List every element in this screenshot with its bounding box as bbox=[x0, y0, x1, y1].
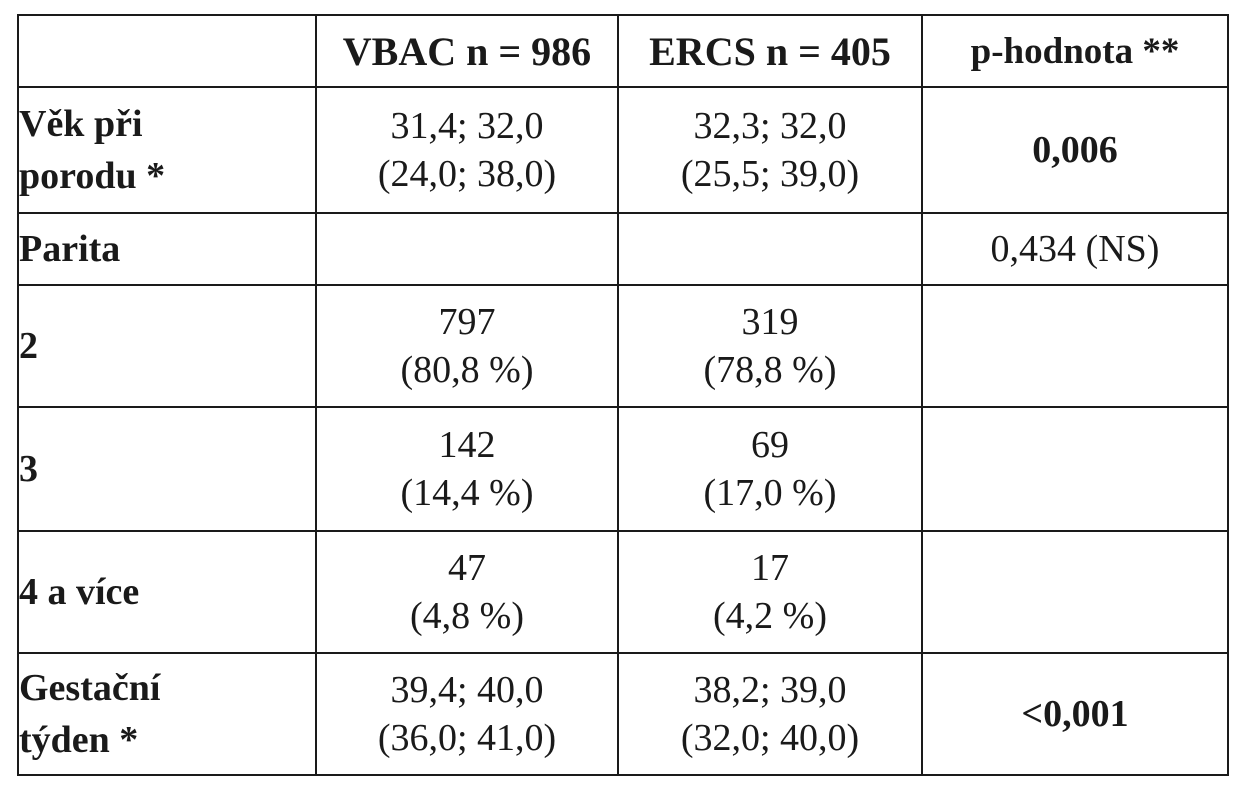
ercs-cell-parity-2: 319 (78,8 %) bbox=[617, 284, 923, 408]
row-label-line: týden * bbox=[19, 719, 139, 761]
cell-line: 797 bbox=[438, 301, 496, 343]
p-value-parity-2 bbox=[921, 284, 1229, 408]
cell-line: (80,8 %) bbox=[400, 349, 534, 391]
table-row-age: Věk při porodu * 31,4; 32,0 (24,0; 38,0)… bbox=[17, 86, 1229, 214]
p-value-gestational-week: <0,001 bbox=[921, 652, 1229, 776]
header-ercs: ERCS n = 405 bbox=[617, 14, 923, 88]
row-label-line: Gestační bbox=[19, 667, 161, 709]
header-empty-cell bbox=[17, 14, 317, 88]
p-value-parity-3 bbox=[921, 406, 1229, 532]
row-label-line: Parita bbox=[19, 228, 121, 270]
table-row-parity-4-plus: 4 a více 47 (4,8 %) 17 (4,2 %) bbox=[17, 530, 1229, 654]
cell-line: 32,3; 32,0 bbox=[693, 105, 847, 147]
p-value-parity-4-plus bbox=[921, 530, 1229, 654]
cell-line: 31,4; 32,0 bbox=[390, 105, 544, 147]
row-label-line: Věk při bbox=[19, 103, 143, 145]
vbac-cell-parity-2: 797 (80,8 %) bbox=[315, 284, 619, 408]
cell-line: (32,0; 40,0) bbox=[680, 717, 860, 759]
ercs-cell-age: 32,3; 32,0 (25,5; 39,0) bbox=[617, 86, 923, 214]
cell-line: (17,0 %) bbox=[703, 472, 837, 514]
row-label-line: 4 a více bbox=[19, 571, 140, 613]
cell-line: 69 bbox=[751, 424, 789, 466]
header-vbac: VBAC n = 986 bbox=[315, 14, 619, 88]
ercs-cell-parity-4-plus: 17 (4,2 %) bbox=[617, 530, 923, 654]
cell-line: 38,2; 39,0 bbox=[693, 669, 847, 711]
row-label-parity-4-plus: 4 a více bbox=[17, 530, 317, 654]
p-value-parity: 0,434 (NS) bbox=[921, 212, 1229, 286]
vbac-cell-gestational-week: 39,4; 40,0 (36,0; 41,0) bbox=[315, 652, 619, 776]
table-row-parity-2: 2 797 (80,8 %) 319 (78,8 %) bbox=[17, 284, 1229, 408]
row-label-gestational-week: Gestační týden * bbox=[17, 652, 317, 776]
cell-line: (4,8 %) bbox=[410, 595, 524, 637]
table-row-parity-3: 3 142 (14,4 %) 69 (17,0 %) bbox=[17, 406, 1229, 532]
cell-line: 17 bbox=[751, 547, 789, 589]
cell-line: (14,4 %) bbox=[400, 472, 534, 514]
cell-line: 142 bbox=[438, 424, 496, 466]
table-row-parity: Parita 0,434 (NS) bbox=[17, 212, 1229, 286]
p-value-age: 0,006 bbox=[921, 86, 1229, 214]
row-label-age: Věk při porodu * bbox=[17, 86, 317, 214]
ercs-cell-parity bbox=[617, 212, 923, 286]
cell-line: 47 bbox=[448, 547, 486, 589]
cell-line: (4,2 %) bbox=[713, 595, 827, 637]
row-label-parity-2: 2 bbox=[17, 284, 317, 408]
table-header-row: VBAC n = 986 ERCS n = 405 p-hodnota ** bbox=[17, 14, 1229, 88]
vbac-cell-parity bbox=[315, 212, 619, 286]
cell-line: (24,0; 38,0) bbox=[377, 153, 557, 195]
row-label-parity-3: 3 bbox=[17, 406, 317, 532]
ercs-cell-gestational-week: 38,2; 39,0 (32,0; 40,0) bbox=[617, 652, 923, 776]
row-label-line: porodu * bbox=[19, 155, 166, 197]
vbac-cell-parity-4-plus: 47 (4,8 %) bbox=[315, 530, 619, 654]
vbac-cell-age: 31,4; 32,0 (24,0; 38,0) bbox=[315, 86, 619, 214]
row-label-parity: Parita bbox=[17, 212, 317, 286]
cell-line: 39,4; 40,0 bbox=[390, 669, 544, 711]
ercs-cell-parity-3: 69 (17,0 %) bbox=[617, 406, 923, 532]
cell-line: (36,0; 41,0) bbox=[377, 717, 557, 759]
cell-line: 319 bbox=[741, 301, 799, 343]
header-p-value: p-hodnota ** bbox=[921, 14, 1229, 88]
vbac-cell-parity-3: 142 (14,4 %) bbox=[315, 406, 619, 532]
cell-line: (78,8 %) bbox=[703, 349, 837, 391]
table-row-gestational-week: Gestační týden * 39,4; 40,0 (36,0; 41,0)… bbox=[17, 652, 1229, 776]
cell-line: (25,5; 39,0) bbox=[680, 153, 860, 195]
row-label-line: 2 bbox=[19, 325, 38, 367]
statistics-table: VBAC n = 986 ERCS n = 405 p-hodnota ** V… bbox=[17, 14, 1229, 776]
row-label-line: 3 bbox=[19, 448, 38, 490]
